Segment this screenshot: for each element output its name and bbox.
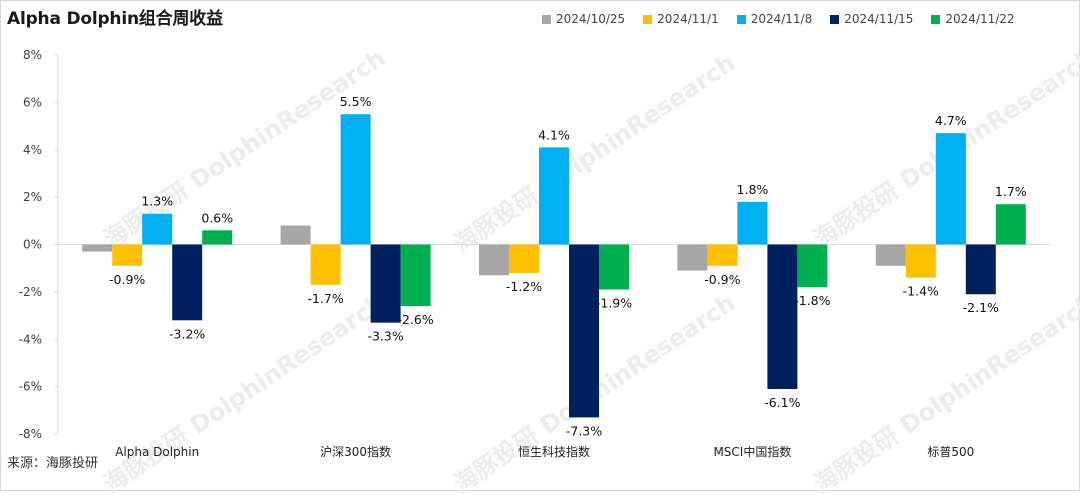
bar-3: [142, 213, 173, 245]
legend-swatch-4: [830, 14, 840, 24]
data-label: -1.4%: [903, 284, 939, 299]
y-tick-label: 6%: [23, 95, 42, 109]
bar-2: [310, 244, 341, 285]
data-label: -6.1%: [764, 395, 800, 410]
data-label: -2.1%: [963, 300, 999, 315]
data-label: -1.7%: [307, 291, 343, 306]
source-note: 来源：海豚投研: [7, 456, 99, 471]
legend-swatch-5: [931, 14, 941, 24]
data-label: -1.2%: [506, 279, 542, 294]
bar-4: [370, 244, 401, 323]
x-category-label: MSCI中国指数: [713, 444, 791, 459]
chart-title: Alpha Dolphin组合周收益: [7, 9, 223, 29]
bar-4: [569, 244, 599, 418]
data-label: 1.7%: [995, 184, 1027, 199]
bar-4: [767, 244, 798, 389]
x-category-label: 恒生科技指数: [518, 444, 590, 459]
legend-swatch-1: [542, 14, 551, 24]
y-tick-label: -8%: [19, 427, 42, 441]
bar-2: [707, 244, 738, 266]
bar-1: [82, 244, 113, 252]
y-tick-label: 4%: [23, 143, 42, 157]
bar-3: [737, 201, 768, 245]
legend-label-4: 2024/11/15: [844, 12, 914, 26]
data-label: 0.6%: [201, 210, 233, 225]
x-category-label: 标普500: [927, 445, 974, 459]
data-label: -0.9%: [109, 272, 145, 287]
y-tick-label: 8%: [23, 48, 42, 62]
y-tick-label: -4%: [19, 332, 42, 346]
bar-1: [479, 244, 509, 276]
legend-label-2: 2024/11/1: [657, 12, 719, 26]
x-category-label: 沪深300指数: [320, 444, 391, 459]
bar-3: [340, 114, 371, 245]
bar-4: [965, 244, 996, 295]
data-label: 1.3%: [141, 194, 173, 209]
data-label: 4.1%: [538, 127, 570, 142]
legend-item-1: 2024/10/25: [542, 12, 625, 26]
bar-5: [995, 204, 1026, 245]
data-label: -1.8%: [794, 293, 830, 308]
data-label: 4.7%: [935, 113, 967, 128]
bar-4: [172, 244, 203, 321]
legend-item-3: 2024/11/8: [736, 12, 813, 26]
bar-5: [599, 244, 629, 290]
y-tick-label: 2%: [23, 190, 42, 204]
legend-swatch-2: [643, 14, 653, 24]
bar-1: [677, 244, 708, 271]
bar-5: [202, 230, 233, 245]
bar-2: [509, 244, 539, 273]
data-label: -2.6%: [397, 312, 433, 327]
y-tick-label: -2%: [19, 285, 42, 299]
bar-3: [935, 133, 966, 245]
bar-1: [280, 225, 311, 245]
legend-item-4: 2024/11/15: [830, 12, 913, 26]
bar-3: [539, 147, 569, 245]
data-label: 5.5%: [340, 94, 372, 109]
data-label: -0.9%: [704, 272, 740, 287]
data-label: -1.9%: [596, 296, 632, 311]
bar-2: [112, 244, 143, 266]
x-category-label: Alpha Dolphin: [115, 445, 199, 459]
y-tick-label: 0%: [23, 238, 42, 252]
legend-label-5: 2024/11/22: [945, 12, 1015, 26]
legend-swatch-3: [736, 14, 746, 24]
chart-legend: 2024/10/25 2024/11/1 2024/11/8 2024/11/1…: [542, 12, 1015, 26]
bar-1: [875, 244, 906, 266]
bar-2: [905, 244, 936, 278]
legend-label-3: 2024/11/8: [750, 12, 813, 26]
legend-item-2: 2024/11/1: [643, 12, 719, 26]
legend-label-1: 2024/10/25: [556, 12, 626, 26]
data-label: -3.2%: [169, 326, 205, 341]
legend-item-5: 2024/11/22: [931, 12, 1015, 26]
data-label: 1.8%: [737, 182, 769, 197]
y-tick-label: -6%: [19, 380, 42, 394]
data-label: -7.3%: [566, 423, 602, 438]
data-label: -3.3%: [367, 329, 403, 344]
bar-5: [797, 244, 828, 288]
bar-5: [400, 244, 431, 307]
